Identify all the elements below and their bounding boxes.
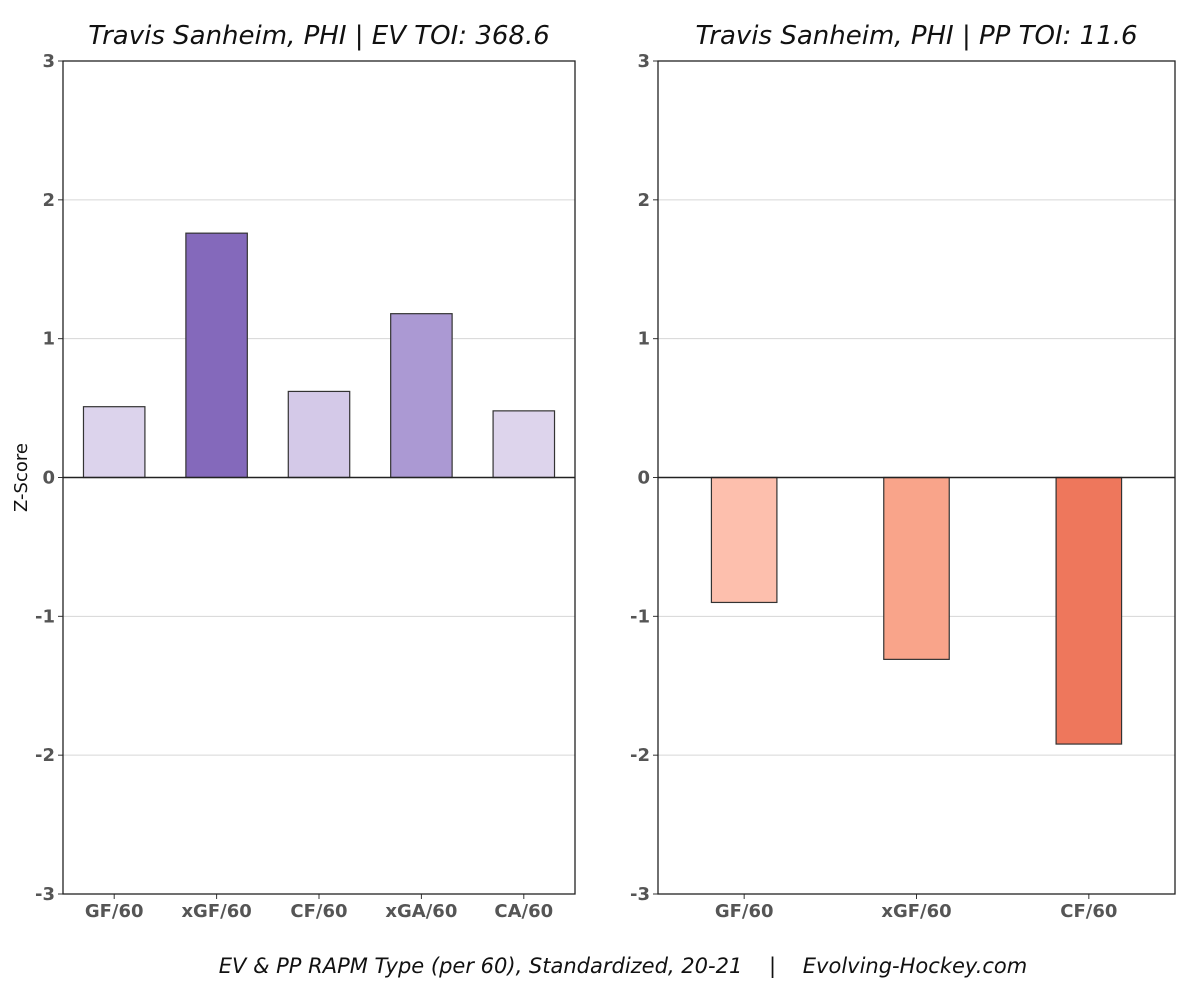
x-tick-label: xGF/60 xyxy=(881,901,951,922)
y-tick-label: 2 xyxy=(637,190,650,211)
y-tick-label: 3 xyxy=(42,51,55,72)
panel-title: Travis Sanheim, PHI | EV TOI: 368.6 xyxy=(88,21,550,51)
y-tick-label: -3 xyxy=(35,884,55,905)
bar-xgf-60 xyxy=(883,476,950,660)
plot-frame xyxy=(62,60,576,895)
y-tick-label: -1 xyxy=(35,606,55,627)
y-tick-label: 0 xyxy=(637,468,650,489)
plot-frame xyxy=(657,60,1176,895)
y-tick-label: 0 xyxy=(42,468,55,489)
y-tick-label: 1 xyxy=(637,329,650,350)
panel-1: -3 -2 -1 0 1 2 3 GF/60 xGF/60 CF/60 xGA/60 CA/60 Tra… xyxy=(11,21,576,922)
y-tick-label: -2 xyxy=(35,745,55,766)
x-tick-label: GF/60 xyxy=(85,901,144,922)
y-tick-label: -2 xyxy=(630,745,650,766)
x-tick-label: CF/60 xyxy=(290,901,347,922)
y-tick-label: -1 xyxy=(630,606,650,627)
bar-gf-60 xyxy=(710,476,778,604)
x-tick-label: CA/60 xyxy=(494,901,553,922)
panel-2: -3 -2 -1 0 1 2 3 GF/60 xGF/60 CF/60 Travis Sanheim… xyxy=(630,21,1176,922)
bar-gf-60 xyxy=(82,406,146,479)
y-tick-label: 2 xyxy=(42,190,55,211)
panel-title: Travis Sanheim, PHI | PP TOI: 11.6 xyxy=(695,21,1137,51)
bar-cf-60 xyxy=(287,390,351,479)
bar-xgf-60 xyxy=(185,232,248,479)
y-tick-label: 3 xyxy=(637,51,650,72)
bar-cf-60 xyxy=(1055,476,1123,745)
chart-caption: EV & PP RAPM Type (per 60), Standardized… xyxy=(219,954,1027,979)
bar-xga-60 xyxy=(390,313,453,479)
y-axis-label: Z-Score xyxy=(11,443,32,512)
x-tick-label: xGF/60 xyxy=(181,901,251,922)
y-tick-label: 1 xyxy=(42,329,55,350)
x-tick-label: GF/60 xyxy=(715,901,774,922)
bar-ca-60 xyxy=(492,410,556,479)
y-tick-label: -3 xyxy=(630,884,650,905)
x-tick-label: CF/60 xyxy=(1060,901,1117,922)
x-tick-label: xGA/60 xyxy=(385,901,457,922)
